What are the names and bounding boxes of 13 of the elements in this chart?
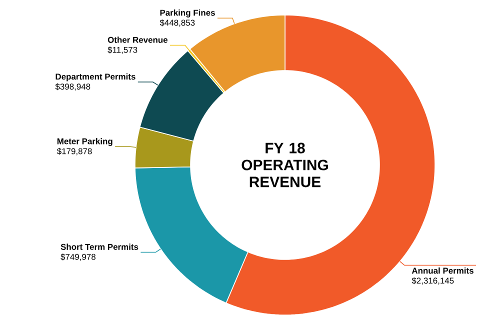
- data-label: $398,948: [55, 83, 90, 91]
- slice-label: Annual Permits: [412, 267, 474, 274]
- text: FY 18 OPERATING REVENUE: [242, 142, 328, 188]
- data-label: $448,853: [160, 19, 195, 27]
- data-label: $11,573: [108, 46, 138, 54]
- slice-label: Other Revenue: [108, 36, 168, 43]
- data-label: $749,978: [60, 254, 96, 261]
- slice-label: Department Permits: [56, 73, 136, 82]
- slice-label: Short Term Permits: [60, 244, 138, 250]
- slice-label: Parking Fines: [160, 10, 215, 18]
- slice-label: Meter Parking: [57, 138, 112, 146]
- data-label: $2,316,145: [412, 277, 454, 285]
- data-label: $179,878: [56, 148, 92, 156]
